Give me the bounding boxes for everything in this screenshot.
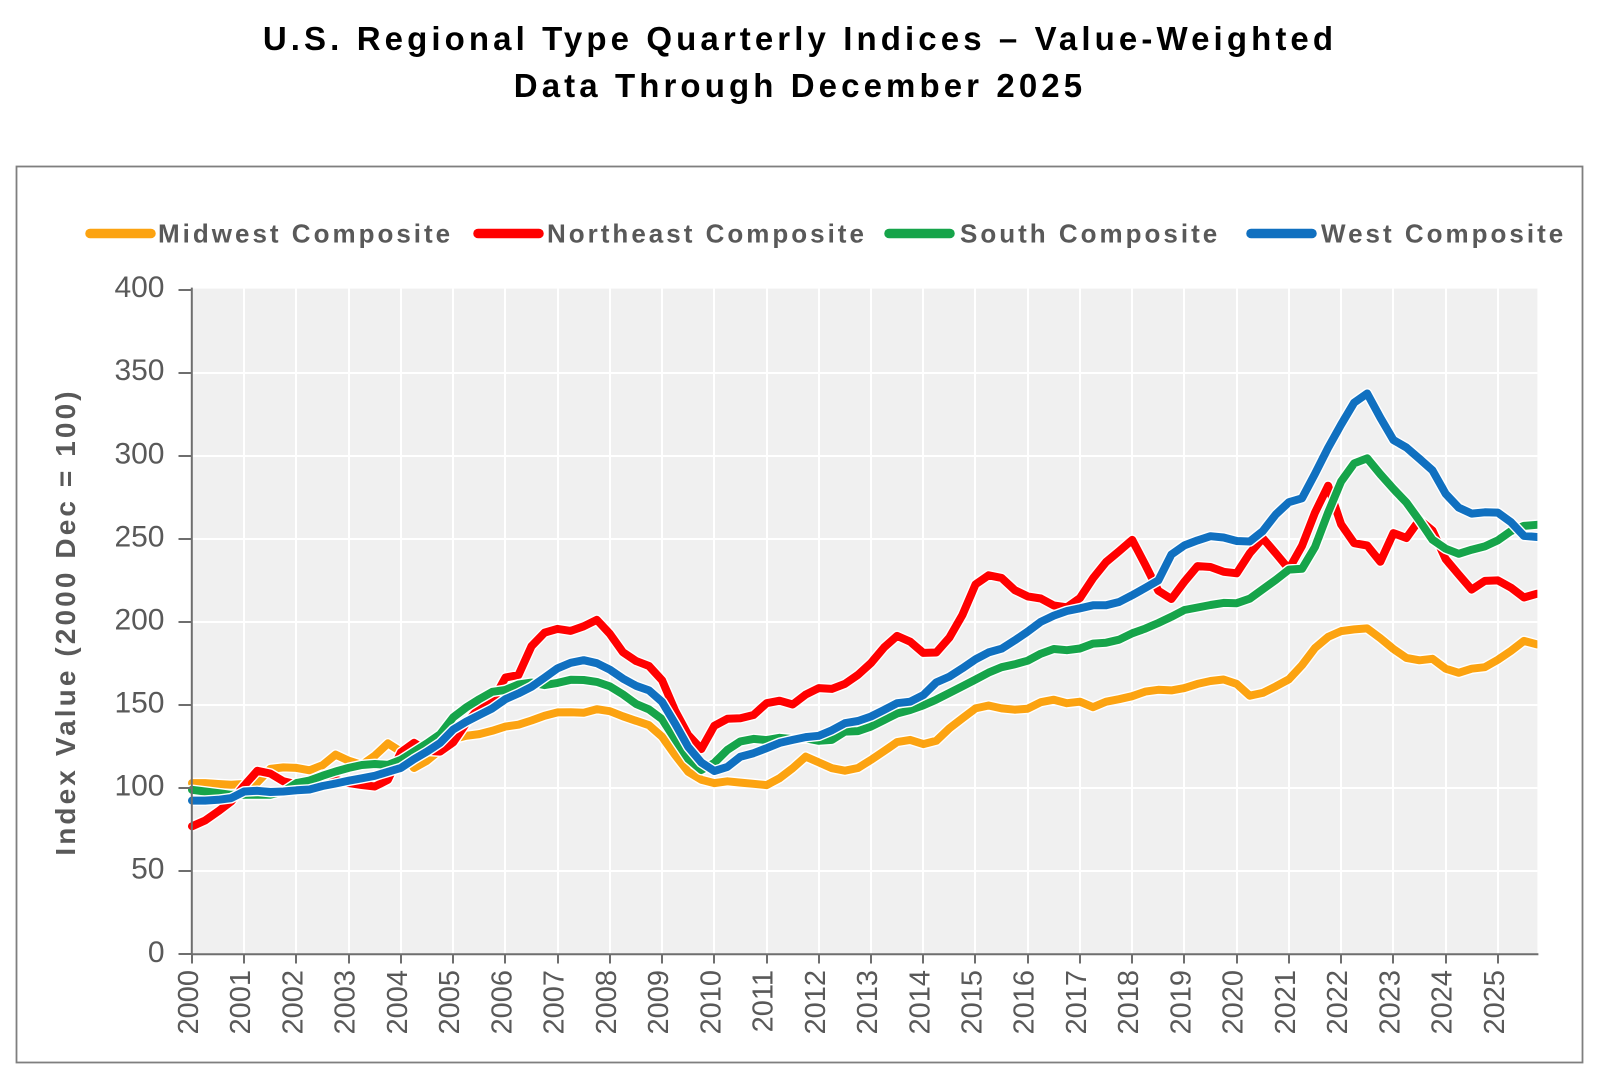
svg-text:U.S. Regional Type Quarterly I: U.S. Regional Type Quarterly Indices – V… [263, 20, 1337, 57]
svg-text:2025: 2025 [1479, 970, 1511, 1035]
svg-text:Northeast Composite: Northeast Composite [547, 219, 867, 249]
svg-text:150: 150 [114, 687, 164, 720]
svg-text:50: 50 [131, 853, 164, 886]
svg-text:2018: 2018 [1113, 970, 1145, 1035]
svg-text:2017: 2017 [1061, 970, 1093, 1035]
svg-text:2011: 2011 [748, 970, 780, 1032]
svg-text:Data Through December 2025: Data Through December 2025 [514, 67, 1086, 104]
svg-text:200: 200 [114, 604, 164, 637]
svg-text:2021: 2021 [1270, 970, 1302, 1035]
svg-text:Index Value (2000 Dec = 100): Index Value (2000 Dec = 100) [50, 388, 81, 855]
svg-text:2016: 2016 [1009, 970, 1041, 1035]
svg-text:2008: 2008 [591, 970, 623, 1035]
svg-text:2001: 2001 [225, 970, 257, 1035]
svg-text:South Composite: South Composite [960, 219, 1220, 249]
svg-text:2000: 2000 [173, 970, 205, 1035]
svg-text:2009: 2009 [643, 970, 675, 1035]
svg-text:2013: 2013 [852, 970, 884, 1035]
svg-text:400: 400 [114, 271, 164, 304]
svg-text:300: 300 [114, 437, 164, 470]
svg-text:2012: 2012 [800, 970, 832, 1035]
svg-text:2004: 2004 [382, 970, 414, 1035]
svg-text:2003: 2003 [330, 970, 362, 1035]
svg-text:2005: 2005 [434, 970, 466, 1035]
svg-text:Midwest Composite: Midwest Composite [158, 219, 453, 249]
svg-text:2007: 2007 [539, 970, 571, 1035]
svg-text:2002: 2002 [278, 970, 310, 1035]
svg-text:2019: 2019 [1165, 970, 1197, 1035]
svg-text:2006: 2006 [486, 970, 518, 1035]
svg-text:2024: 2024 [1427, 970, 1459, 1035]
svg-text:250: 250 [114, 520, 164, 553]
svg-text:2022: 2022 [1322, 970, 1354, 1035]
svg-text:0: 0 [148, 936, 165, 969]
svg-text:350: 350 [114, 354, 164, 387]
svg-text:West Composite: West Composite [1321, 219, 1566, 249]
svg-text:2015: 2015 [957, 970, 989, 1035]
svg-text:2023: 2023 [1374, 970, 1406, 1035]
svg-text:2014: 2014 [904, 970, 936, 1035]
svg-text:2010: 2010 [695, 970, 727, 1035]
svg-text:100: 100 [114, 770, 164, 803]
svg-text:2020: 2020 [1218, 970, 1250, 1035]
